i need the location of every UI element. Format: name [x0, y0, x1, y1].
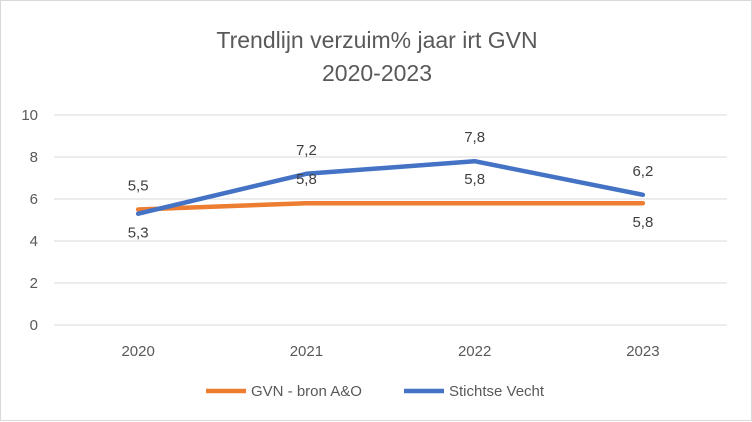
chart-title-line-2: 2020-2023 — [322, 60, 432, 86]
x-tick-label: 2022 — [458, 343, 491, 360]
y-tick-label: 8 — [30, 149, 38, 166]
data-label: 5,8 — [296, 171, 317, 188]
y-tick-label: 6 — [30, 191, 38, 208]
data-label: 7,2 — [296, 142, 317, 159]
series-line-gvn — [135, 200, 646, 212]
y-tick-label: 4 — [30, 233, 38, 250]
data-label: 6,2 — [632, 163, 653, 180]
data-label: 5,3 — [128, 225, 149, 242]
data-label: 5,5 — [128, 178, 149, 195]
data-label: 7,8 — [464, 129, 485, 146]
x-tick-label: 2021 — [290, 343, 323, 360]
series-line-stichtse-vecht — [135, 158, 646, 216]
y-tick-label: 2 — [30, 275, 38, 292]
legend-label: GVN - bron A&O — [251, 383, 362, 400]
chart-title-line-1: Trendlijn verzuim% jaar irt GVN — [216, 27, 537, 53]
data-label: 5,8 — [632, 214, 653, 231]
y-tick-label: 10 — [21, 107, 38, 124]
y-tick-label: 0 — [30, 317, 38, 334]
data-label: 5,8 — [464, 171, 485, 188]
legend-label: Stichtse Vecht — [449, 383, 545, 400]
x-tick-label: 2020 — [121, 343, 154, 360]
x-tick-label: 2023 — [626, 343, 659, 360]
